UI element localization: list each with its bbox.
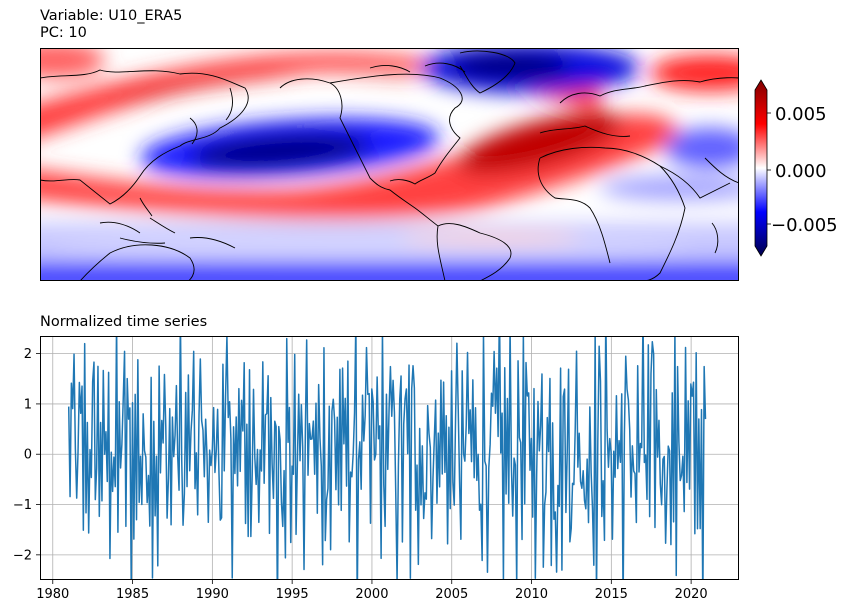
y-tick-label: −2 xyxy=(13,548,32,563)
map-title-pc: PC: 10 xyxy=(40,25,87,41)
y-tick-label: −1 xyxy=(13,498,32,513)
colorbar-gradient xyxy=(754,79,768,257)
x-tick-label: 2000 xyxy=(355,587,388,602)
map-title: Variable: U10_ERA5 PC: 10 xyxy=(40,8,182,42)
colorbar-tick-label: 0.000 xyxy=(775,161,827,182)
x-tick-label: 1980 xyxy=(36,587,69,602)
eof-map xyxy=(40,48,739,281)
colorbar: 0.005 0.000 −0.005 xyxy=(754,79,838,257)
x-tick-label: 2015 xyxy=(595,587,628,602)
colorbar-tick-label: 0.005 xyxy=(775,104,827,125)
series-line xyxy=(67,336,707,580)
y-tick-label: 1 xyxy=(24,397,32,412)
coastlines xyxy=(40,50,739,281)
x-tick-label: 2010 xyxy=(515,587,548,602)
x-tick-label: 2020 xyxy=(675,587,708,602)
x-tick-label: 1990 xyxy=(196,587,229,602)
plot-frame xyxy=(40,336,739,580)
y-tick-label: 0 xyxy=(24,448,32,463)
map-title-variable: Variable: U10_ERA5 xyxy=(40,8,183,24)
x-tick-label: 2005 xyxy=(435,587,468,602)
timeseries-title: Normalized time series xyxy=(40,314,208,330)
colorbar-tick-label: −0.005 xyxy=(771,215,838,236)
x-tick-label: 1985 xyxy=(116,587,149,602)
y-tick-label: 2 xyxy=(24,347,32,362)
map-field xyxy=(40,48,739,281)
x-tick-label: 1995 xyxy=(276,587,309,602)
timeseries-chart: 1980 1985 1990 1995 2000 2005 2010 2015 2020 −2 −1… xyxy=(13,336,739,602)
